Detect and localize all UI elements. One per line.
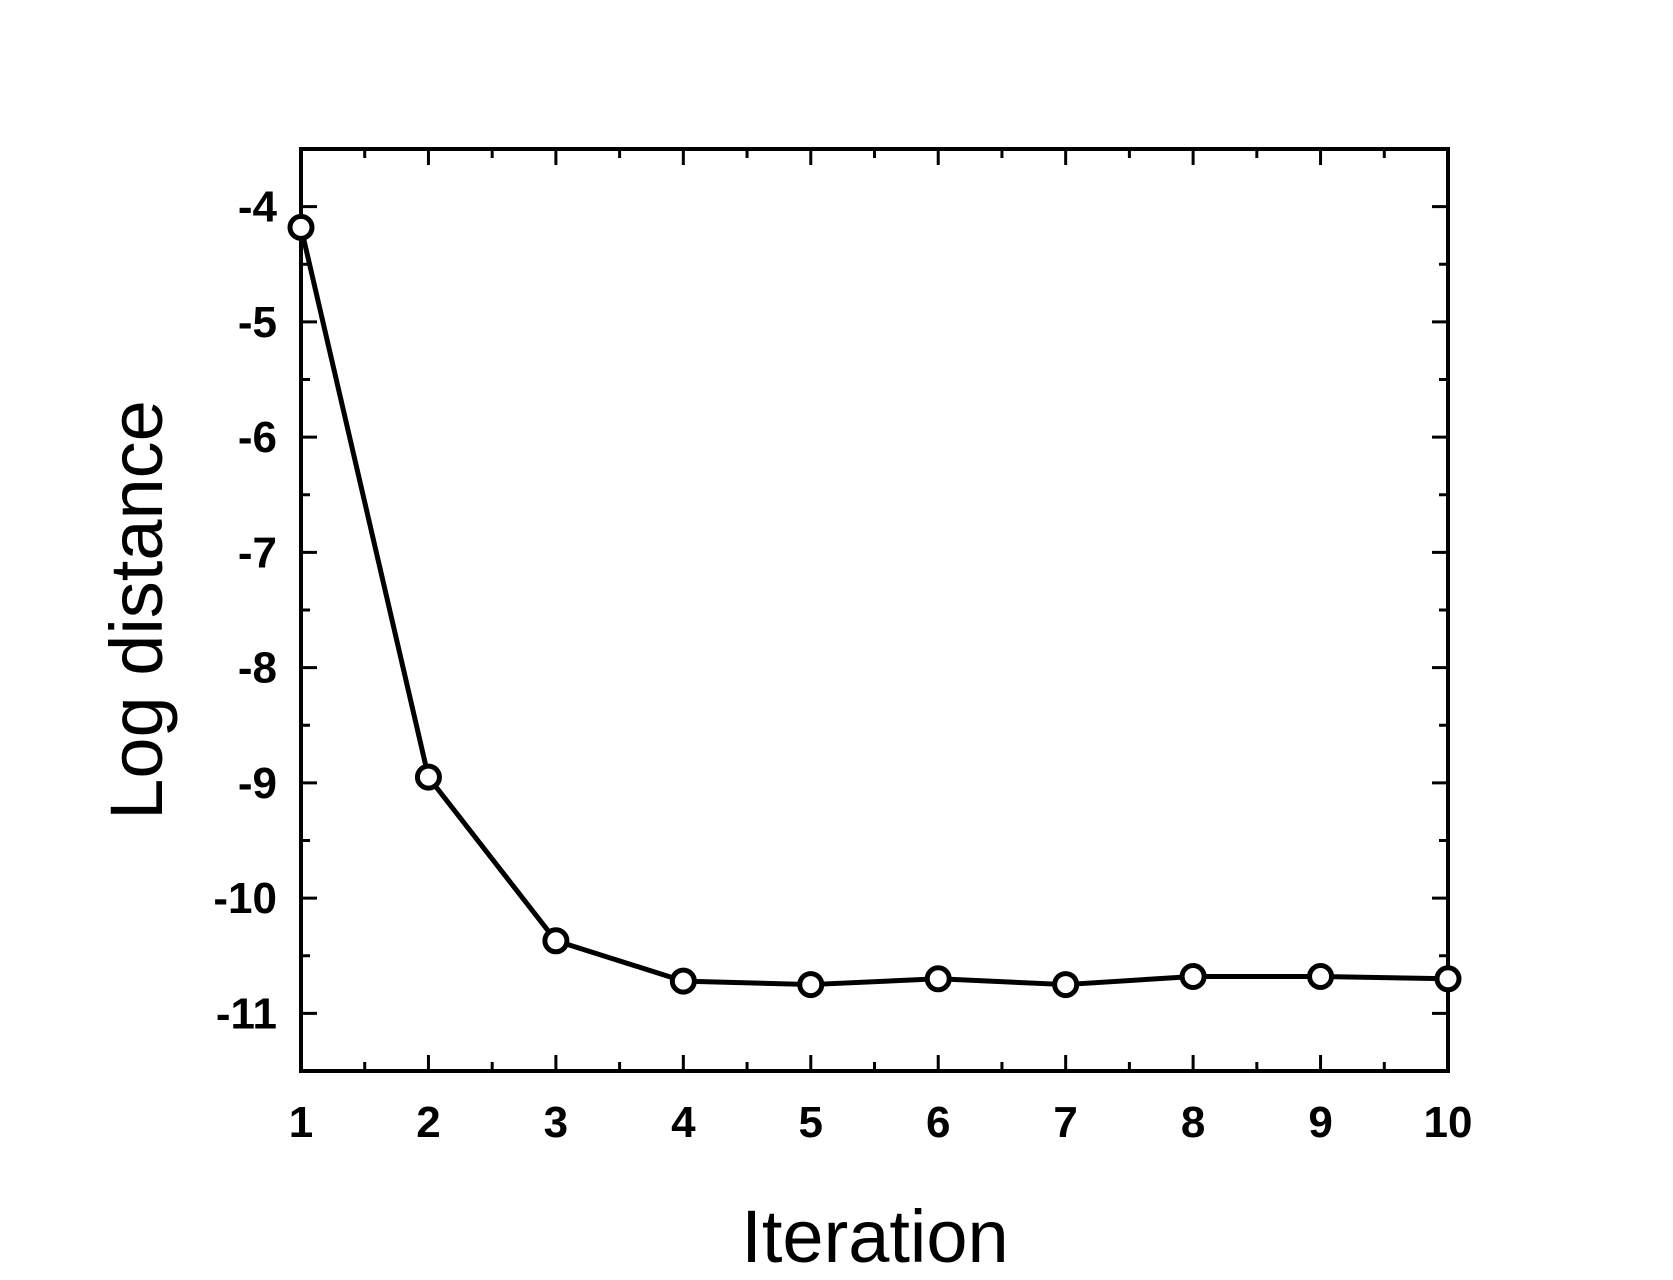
y-tick-label: -4: [238, 183, 278, 232]
x-tick-label: 5: [799, 1098, 823, 1147]
x-tick-label: 10: [1424, 1098, 1473, 1147]
plot-frame: [299, 147, 1450, 1073]
data-point: [1434, 965, 1462, 993]
data-point: [797, 971, 825, 999]
data-point: [542, 927, 570, 955]
data-point: [1307, 962, 1335, 990]
y-tick-label: -9: [238, 759, 277, 808]
data-point: [924, 965, 952, 993]
x-tick-label: 2: [416, 1098, 440, 1147]
data-point: [414, 763, 442, 791]
data-point: [1052, 971, 1080, 999]
x-tick-label: 8: [1181, 1098, 1205, 1147]
x-tick-label: 7: [1053, 1098, 1077, 1147]
series-line: [298, 226, 1449, 988]
y-tick-label: -7: [238, 528, 277, 577]
data-point: [287, 213, 315, 241]
x-tick-label: 9: [1308, 1098, 1332, 1147]
x-tick-label: 3: [544, 1098, 568, 1147]
y-tick-label: -8: [238, 644, 277, 693]
tick-labels: 1 2 3 4 5 6 7 8 9 10 -4 -5 -6 -7 -8 -9 -10 -11: [213, 183, 1472, 1147]
axis-ticks: [299, 147, 1450, 1073]
y-axis-title: Log distance: [95, 400, 178, 820]
y-tick-label: -6: [238, 413, 277, 462]
x-tick-label: 6: [926, 1098, 950, 1147]
x-axis-title: Iteration: [741, 1195, 1008, 1278]
data-point: [669, 967, 697, 995]
data-point: [1179, 962, 1207, 990]
y-tick-label: -11: [216, 989, 277, 1038]
x-tick-label: 4: [671, 1098, 696, 1147]
y-tick-label: -5: [238, 298, 277, 347]
x-tick-label: 1: [289, 1098, 313, 1147]
data-series: [287, 213, 1462, 999]
y-tick-label: -10: [213, 874, 277, 923]
